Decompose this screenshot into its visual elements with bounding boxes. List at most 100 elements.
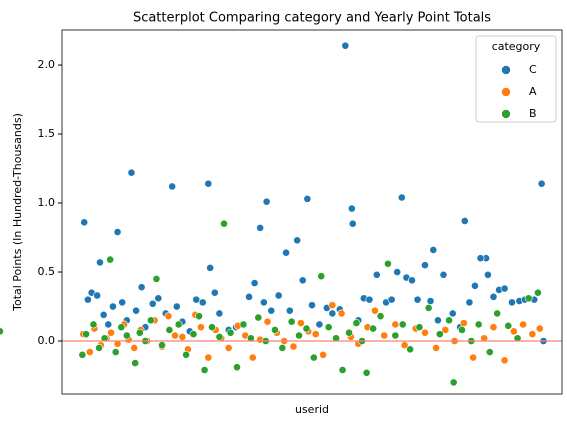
- point: [210, 288, 219, 297]
- point: [82, 330, 90, 339]
- chart-title: Scatterplot Comparing category and Yearl…: [133, 11, 491, 26]
- point: [369, 324, 378, 333]
- point: [315, 320, 324, 329]
- point: [439, 270, 448, 279]
- point: [89, 320, 98, 329]
- point: [302, 324, 311, 333]
- point: [117, 323, 126, 332]
- point: [421, 328, 429, 337]
- point: [352, 319, 361, 327]
- point: [174, 320, 183, 329]
- point: [500, 356, 509, 365]
- point: [421, 261, 429, 270]
- point: [426, 297, 435, 305]
- point: [489, 292, 498, 301]
- point: [132, 306, 140, 315]
- point: [158, 341, 166, 350]
- point: [434, 316, 442, 325]
- point: [509, 327, 518, 336]
- point: [113, 339, 122, 348]
- point: [372, 270, 381, 279]
- point: [328, 309, 337, 318]
- point: [459, 319, 468, 327]
- point: [309, 353, 318, 362]
- point: [80, 218, 89, 227]
- point: [165, 326, 174, 334]
- point: [233, 363, 241, 372]
- point: [246, 334, 255, 343]
- point: [537, 179, 546, 188]
- point: [248, 353, 257, 362]
- point: [171, 331, 179, 340]
- point: [106, 255, 115, 264]
- point: [289, 342, 298, 351]
- axes-frame: [61, 29, 563, 395]
- point: [298, 276, 307, 285]
- point: [480, 334, 489, 343]
- point: [328, 301, 337, 310]
- point: [332, 334, 340, 343]
- point: [245, 292, 253, 301]
- point: [465, 298, 474, 307]
- point: [152, 275, 161, 283]
- point: [146, 316, 155, 325]
- point: [317, 272, 326, 281]
- point: [148, 299, 157, 308]
- point: [508, 298, 516, 307]
- point: [287, 317, 296, 326]
- x-axis-label: userid: [295, 403, 329, 416]
- legend-marker: [501, 87, 511, 97]
- point: [341, 41, 350, 50]
- point: [324, 323, 333, 332]
- point: [111, 348, 120, 356]
- point: [504, 321, 513, 330]
- point: [489, 323, 498, 332]
- point: [413, 295, 422, 304]
- point: [371, 306, 379, 315]
- legend-box: [475, 35, 557, 123]
- point: [445, 316, 453, 325]
- point: [85, 348, 94, 356]
- point: [337, 309, 346, 318]
- point: [295, 331, 303, 340]
- point: [204, 353, 213, 362]
- point: [104, 320, 113, 329]
- point: [469, 353, 478, 362]
- point: [215, 309, 224, 318]
- point: [254, 313, 263, 322]
- point: [195, 312, 203, 321]
- point: [485, 348, 494, 356]
- y-tick-label: 1.5: [38, 127, 56, 140]
- point: [319, 350, 328, 359]
- y-tick-label: 0.0: [38, 334, 56, 347]
- point: [484, 270, 492, 279]
- point: [393, 268, 402, 276]
- point: [95, 344, 103, 352]
- point: [449, 378, 458, 387]
- point: [441, 326, 450, 334]
- point: [397, 193, 406, 202]
- point: [256, 223, 265, 232]
- point: [384, 259, 392, 268]
- point: [215, 332, 224, 341]
- y-tick-label: 1.0: [38, 196, 56, 209]
- point: [220, 219, 228, 228]
- point: [391, 331, 400, 340]
- point: [429, 246, 438, 254]
- y-tick-label: 2.0: [38, 58, 56, 71]
- point: [274, 291, 283, 300]
- point: [460, 217, 469, 225]
- point: [189, 330, 198, 339]
- point: [259, 298, 268, 307]
- point: [474, 320, 483, 329]
- point: [338, 366, 347, 374]
- point: [424, 303, 433, 312]
- point: [535, 324, 544, 333]
- point: [130, 344, 139, 352]
- point: [303, 194, 312, 203]
- point: [172, 302, 181, 311]
- point: [192, 295, 201, 304]
- point: [348, 219, 357, 228]
- point: [204, 179, 213, 188]
- point: [196, 323, 205, 332]
